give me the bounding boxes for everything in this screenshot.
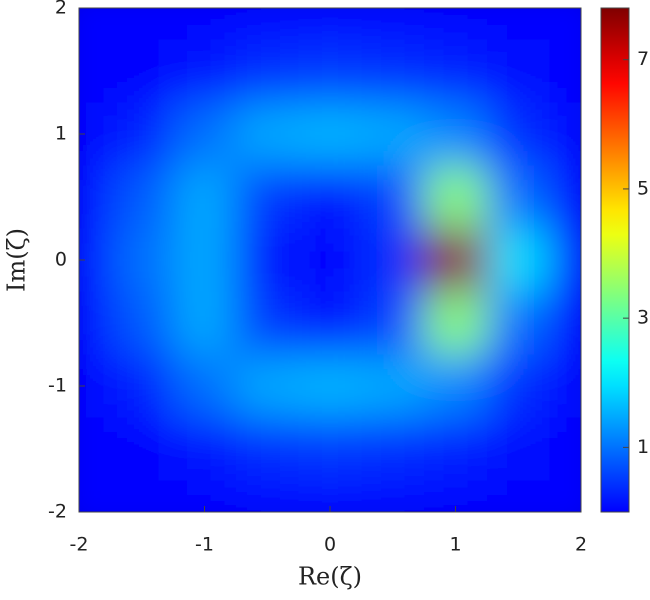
heat-cell: [298, 354, 362, 418]
heat-cell: [361, 102, 425, 166]
x-tick-label: 0: [324, 534, 336, 556]
heat-cell: [235, 165, 300, 229]
heat-cell: [173, 8, 237, 40]
heat-cell: [173, 102, 237, 166]
heat-cell: [235, 417, 300, 481]
heat-cell: [424, 354, 488, 418]
heat-cell: [424, 291, 488, 355]
heat-cell: [298, 165, 362, 229]
heat-cell: [361, 165, 425, 229]
heat-cell: [486, 417, 551, 481]
x-tick-label: 1: [449, 534, 461, 556]
heat-cell: [79, 165, 111, 229]
heat-cell: [79, 291, 111, 355]
heat-cell: [79, 39, 111, 103]
heat-cell: [79, 417, 111, 481]
heat-cell: [486, 102, 551, 166]
heat-cell: [235, 102, 300, 166]
heat-cell: [361, 291, 425, 355]
x-tick-label: -1: [195, 534, 214, 556]
y-tick-label: 2: [55, 0, 67, 19]
heat-cell: [173, 228, 237, 292]
heat-cell: [424, 8, 488, 40]
heat-field: [79, 8, 581, 512]
heat-cell: [549, 354, 581, 418]
heat-cell: [298, 291, 362, 355]
y-tick-label: 1: [55, 123, 67, 145]
y-tick-label: -2: [48, 501, 67, 523]
heat-cell: [298, 8, 362, 40]
heat-cell: [361, 8, 425, 40]
colorbar-tick-label: 3: [637, 307, 649, 329]
heat-cell: [110, 291, 174, 355]
heat-cell: [549, 228, 581, 292]
heat-cell: [361, 39, 425, 103]
heat-cell: [486, 8, 551, 40]
heat-cell: [361, 480, 425, 512]
heat-cell: [110, 102, 174, 166]
heat-cell: [549, 480, 581, 512]
heat-cell: [235, 39, 300, 103]
y-tick-label: -1: [48, 375, 67, 397]
heat-cell: [235, 480, 300, 512]
heat-cell: [235, 8, 300, 40]
heat-cell: [486, 354, 551, 418]
heat-cell: [486, 228, 551, 292]
heat-cell: [173, 291, 237, 355]
heat-cell: [424, 228, 488, 292]
heat-cell: [361, 228, 425, 292]
heat-cell: [79, 480, 111, 512]
heat-cell: [173, 417, 237, 481]
heat-cell: [486, 291, 551, 355]
colorbar: [600, 7, 630, 513]
x-axis-label: Re(ζ): [298, 563, 362, 591]
y-tick-label: 0: [55, 249, 67, 271]
colorbar-tick-label: 1: [637, 436, 649, 458]
heat-cell: [110, 165, 174, 229]
heat-cell: [549, 165, 581, 229]
heat-cell: [235, 291, 300, 355]
heat-cell: [173, 354, 237, 418]
x-tick-label: -2: [70, 534, 89, 556]
heat-cell: [173, 39, 237, 103]
heat-cell: [298, 417, 362, 481]
heat-cell: [549, 8, 581, 40]
heat-cell: [110, 8, 174, 40]
heat-cell: [298, 228, 362, 292]
heat-cell: [486, 39, 551, 103]
heat-cell: [486, 165, 551, 229]
colorbar-tick-label: 5: [637, 177, 649, 199]
heat-cell: [549, 291, 581, 355]
heat-cell: [110, 417, 174, 481]
heat-cell: [424, 102, 488, 166]
heat-cell: [486, 480, 551, 512]
heat-cell: [424, 165, 488, 229]
x-tick-label: 2: [575, 534, 587, 556]
heat-cell: [549, 102, 581, 166]
heat-cell: [110, 354, 174, 418]
heat-cell: [79, 8, 111, 40]
heat-cell: [173, 165, 237, 229]
heat-cell: [110, 228, 174, 292]
y-axis-label: Im(ζ): [3, 228, 31, 292]
heat-cell: [361, 417, 425, 481]
heat-cell: [424, 417, 488, 481]
heat-cell: [110, 480, 174, 512]
heat-cell: [110, 39, 174, 103]
heat-cell: [424, 39, 488, 103]
heat-cell: [298, 39, 362, 103]
heat-cell: [235, 228, 300, 292]
heat-cell: [298, 102, 362, 166]
heat-cell: [361, 354, 425, 418]
heat-cell: [549, 39, 581, 103]
colorbar-tick-label: 7: [637, 48, 649, 70]
heat-cell: [235, 354, 300, 418]
heat-cell: [549, 417, 581, 481]
